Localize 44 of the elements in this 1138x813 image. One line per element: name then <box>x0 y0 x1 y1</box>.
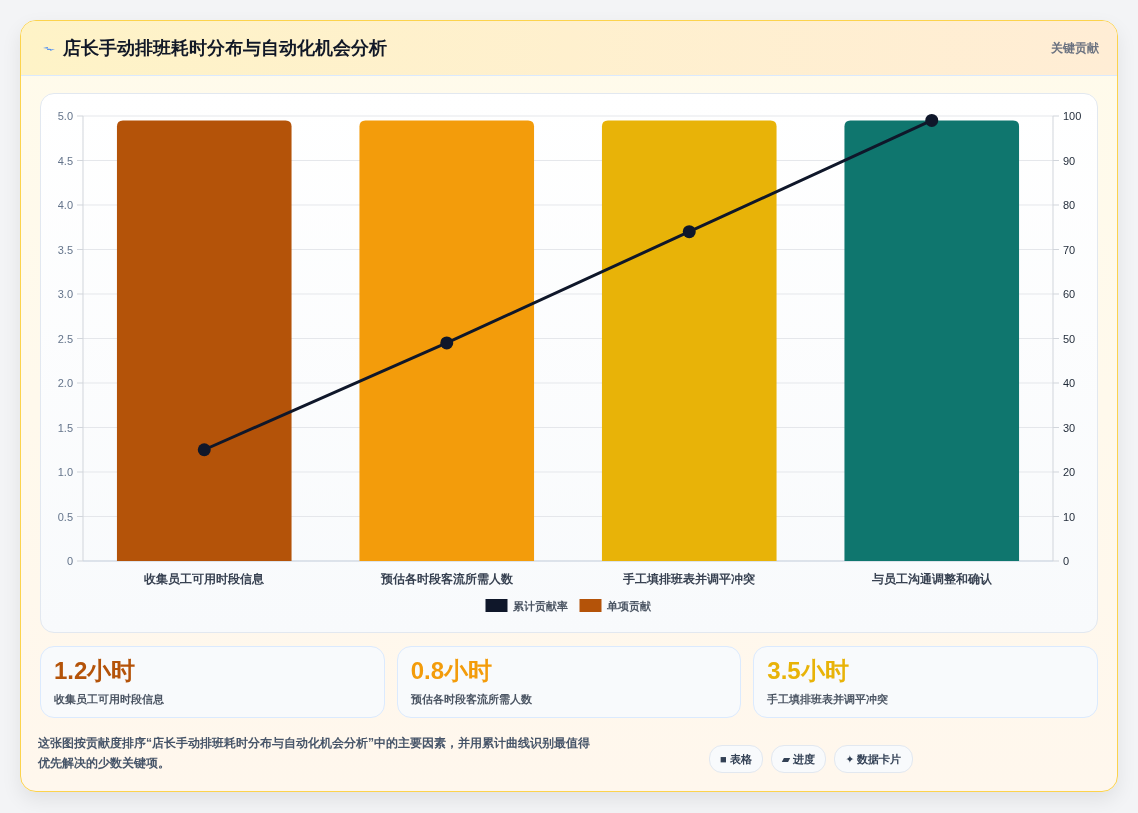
y2-tick-label: 70 <box>1063 243 1076 256</box>
y-tick-label: 2.5 <box>57 332 73 345</box>
y2-tick-label: 10 <box>1063 510 1076 523</box>
y2-tick-label: 50 <box>1063 332 1076 345</box>
y2-tick-label: 20 <box>1063 466 1076 478</box>
text: ▰ 进度 <box>770 745 827 773</box>
x-tick-label: 手工填排班表并调平冲突 <box>622 572 756 586</box>
text: 手工填排班表并调平冲突 <box>767 692 889 707</box>
text: 预估各时段客流所需人数 <box>410 692 532 707</box>
y-tick-label: 4.5 <box>57 154 73 167</box>
text: ✦ 数据卡片 <box>834 745 913 773</box>
y2-tick-label: 0 <box>1063 555 1070 567</box>
y2-tick-label: 100 <box>1063 110 1082 122</box>
legend-label: 累计贡献率 <box>511 600 568 613</box>
point <box>197 443 211 457</box>
text: 关键贡献 <box>1051 40 1099 57</box>
x-tick-label: 与员工沟通调整和确认 <box>870 572 993 586</box>
y2-tick-label: 90 <box>1063 154 1076 167</box>
y2-tick-label: 30 <box>1063 421 1076 434</box>
text: ■ 表格 <box>709 745 763 773</box>
text: 这张图按贡献度排序“店长手动排班耗时分布与自动化机会分析”中的主要因素，并用累计曲线识别最值得优先解决的少数关键项。 <box>38 735 590 772</box>
point <box>682 225 696 239</box>
y-tick-label: 1.0 <box>57 466 73 478</box>
y2-tick-label: 80 <box>1063 199 1076 211</box>
x-tick-label: 收集员工可用时段信息 <box>144 572 266 586</box>
y-tick-label: 2.0 <box>57 377 73 389</box>
y2-tick-label: 40 <box>1063 377 1076 389</box>
chart-title: 店长手动排班耗时分布与自动化机会分析 <box>63 37 387 59</box>
y-tick-label: 5.0 <box>57 110 73 122</box>
legend-label: 单项贡献 <box>605 600 652 613</box>
y-tick-label: 4.0 <box>57 199 73 211</box>
y2-tick-label: 60 <box>1063 288 1076 300</box>
text: 收集员工可用时段信息 <box>54 692 164 707</box>
y-tick-label: 0 <box>66 555 73 567</box>
text: 3.5小时 <box>767 657 849 685</box>
point <box>925 113 939 127</box>
x-tick-label: 预估各时段客流所需人数 <box>379 572 514 586</box>
text: 0.8小时 <box>410 657 493 685</box>
y-tick-label: 1.5 <box>57 421 73 434</box>
text: 1.2小时 <box>54 657 136 685</box>
y-tick-label: 3.5 <box>57 243 73 256</box>
y-tick-label: 3.0 <box>57 288 73 300</box>
y-tick-label: 0.5 <box>57 510 73 523</box>
point <box>440 336 454 350</box>
